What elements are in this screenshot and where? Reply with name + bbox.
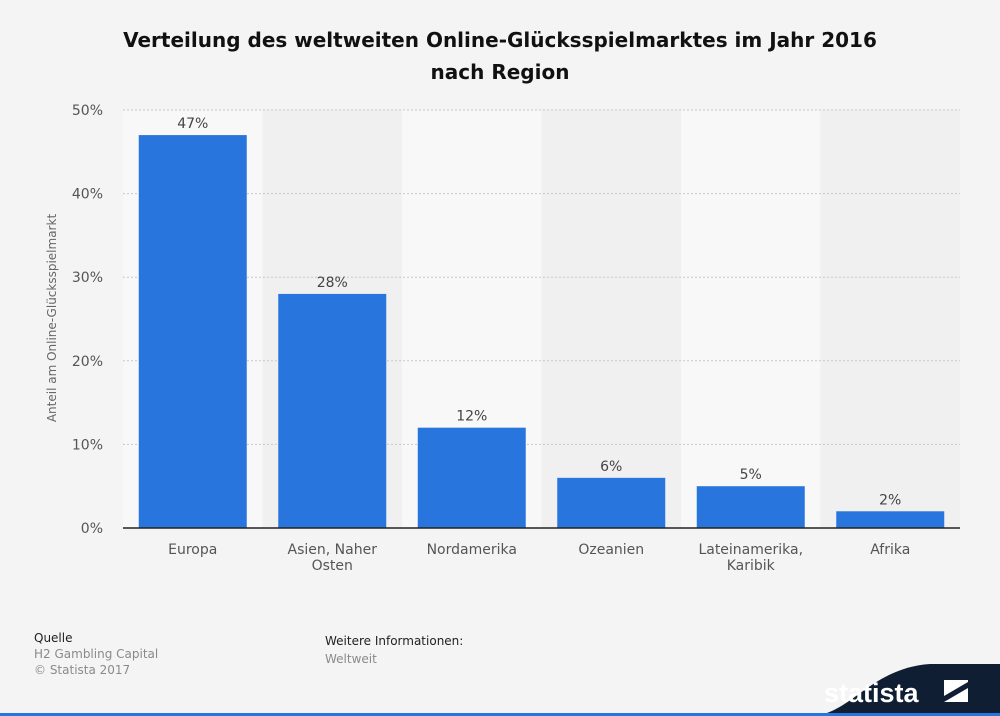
column-band	[541, 110, 681, 528]
x-tick-label: Afrika	[870, 542, 910, 558]
statista-wordmark: statista	[824, 678, 920, 708]
x-tick-label: Karibik	[727, 558, 776, 574]
column-band	[681, 110, 821, 528]
y-tick-label: 10%	[72, 437, 103, 453]
bar	[836, 511, 945, 528]
y-axis-title: Anteil am Online-Glücksspielmarkt	[45, 214, 59, 423]
x-tick-label: Europa	[168, 542, 217, 558]
x-tick-label: Nordamerika	[427, 542, 517, 558]
chart-title-line-1: Verteilung des weltweiten Online-Glückss…	[123, 28, 877, 52]
chart-title-line-2: nach Region	[430, 60, 570, 84]
bar-value-label: 12%	[456, 409, 487, 425]
source-block: Quelle H2 Gambling Capital © Statista 20…	[34, 630, 158, 678]
column-band	[820, 110, 960, 528]
y-tick-label: 40%	[72, 187, 103, 203]
bar-value-label: 5%	[740, 467, 762, 483]
bar-value-label: 6%	[600, 459, 622, 475]
y-tick-label: 30%	[72, 270, 103, 286]
statista-logo[interactable]: statista	[810, 650, 1000, 716]
bottom-accent-line	[0, 713, 1000, 716]
statista-logo-icon	[944, 680, 968, 702]
bar-value-label: 28%	[317, 275, 348, 291]
info-block: Weitere Informationen: Weltweit	[325, 632, 463, 668]
y-tick-label: 20%	[72, 354, 103, 370]
bar	[278, 293, 387, 528]
bar-value-label: 2%	[879, 492, 901, 508]
info-label: Weitere Informationen:	[325, 634, 464, 648]
chart-title: Verteilung des weltweiten Online-Glückss…	[0, 24, 1000, 88]
y-tick-label: 50%	[72, 103, 103, 119]
x-tick-label: Lateinamerika,	[698, 542, 803, 558]
bar	[557, 477, 666, 528]
bar-value-label: 47%	[177, 116, 208, 132]
bar	[696, 486, 805, 528]
x-tick-label: Osten	[312, 558, 353, 574]
bar	[417, 427, 526, 528]
copyright: © Statista 2017	[34, 663, 131, 677]
y-tick-label: 0%	[81, 521, 103, 537]
source-name[interactable]: H2 Gambling Capital	[34, 647, 159, 661]
x-tick-label: Ozeanien	[578, 542, 644, 558]
x-tick-label: Asien, Naher	[288, 542, 378, 558]
info-value: Weltweit	[325, 652, 377, 666]
source-label: Quelle	[34, 631, 73, 645]
bar	[138, 135, 247, 528]
